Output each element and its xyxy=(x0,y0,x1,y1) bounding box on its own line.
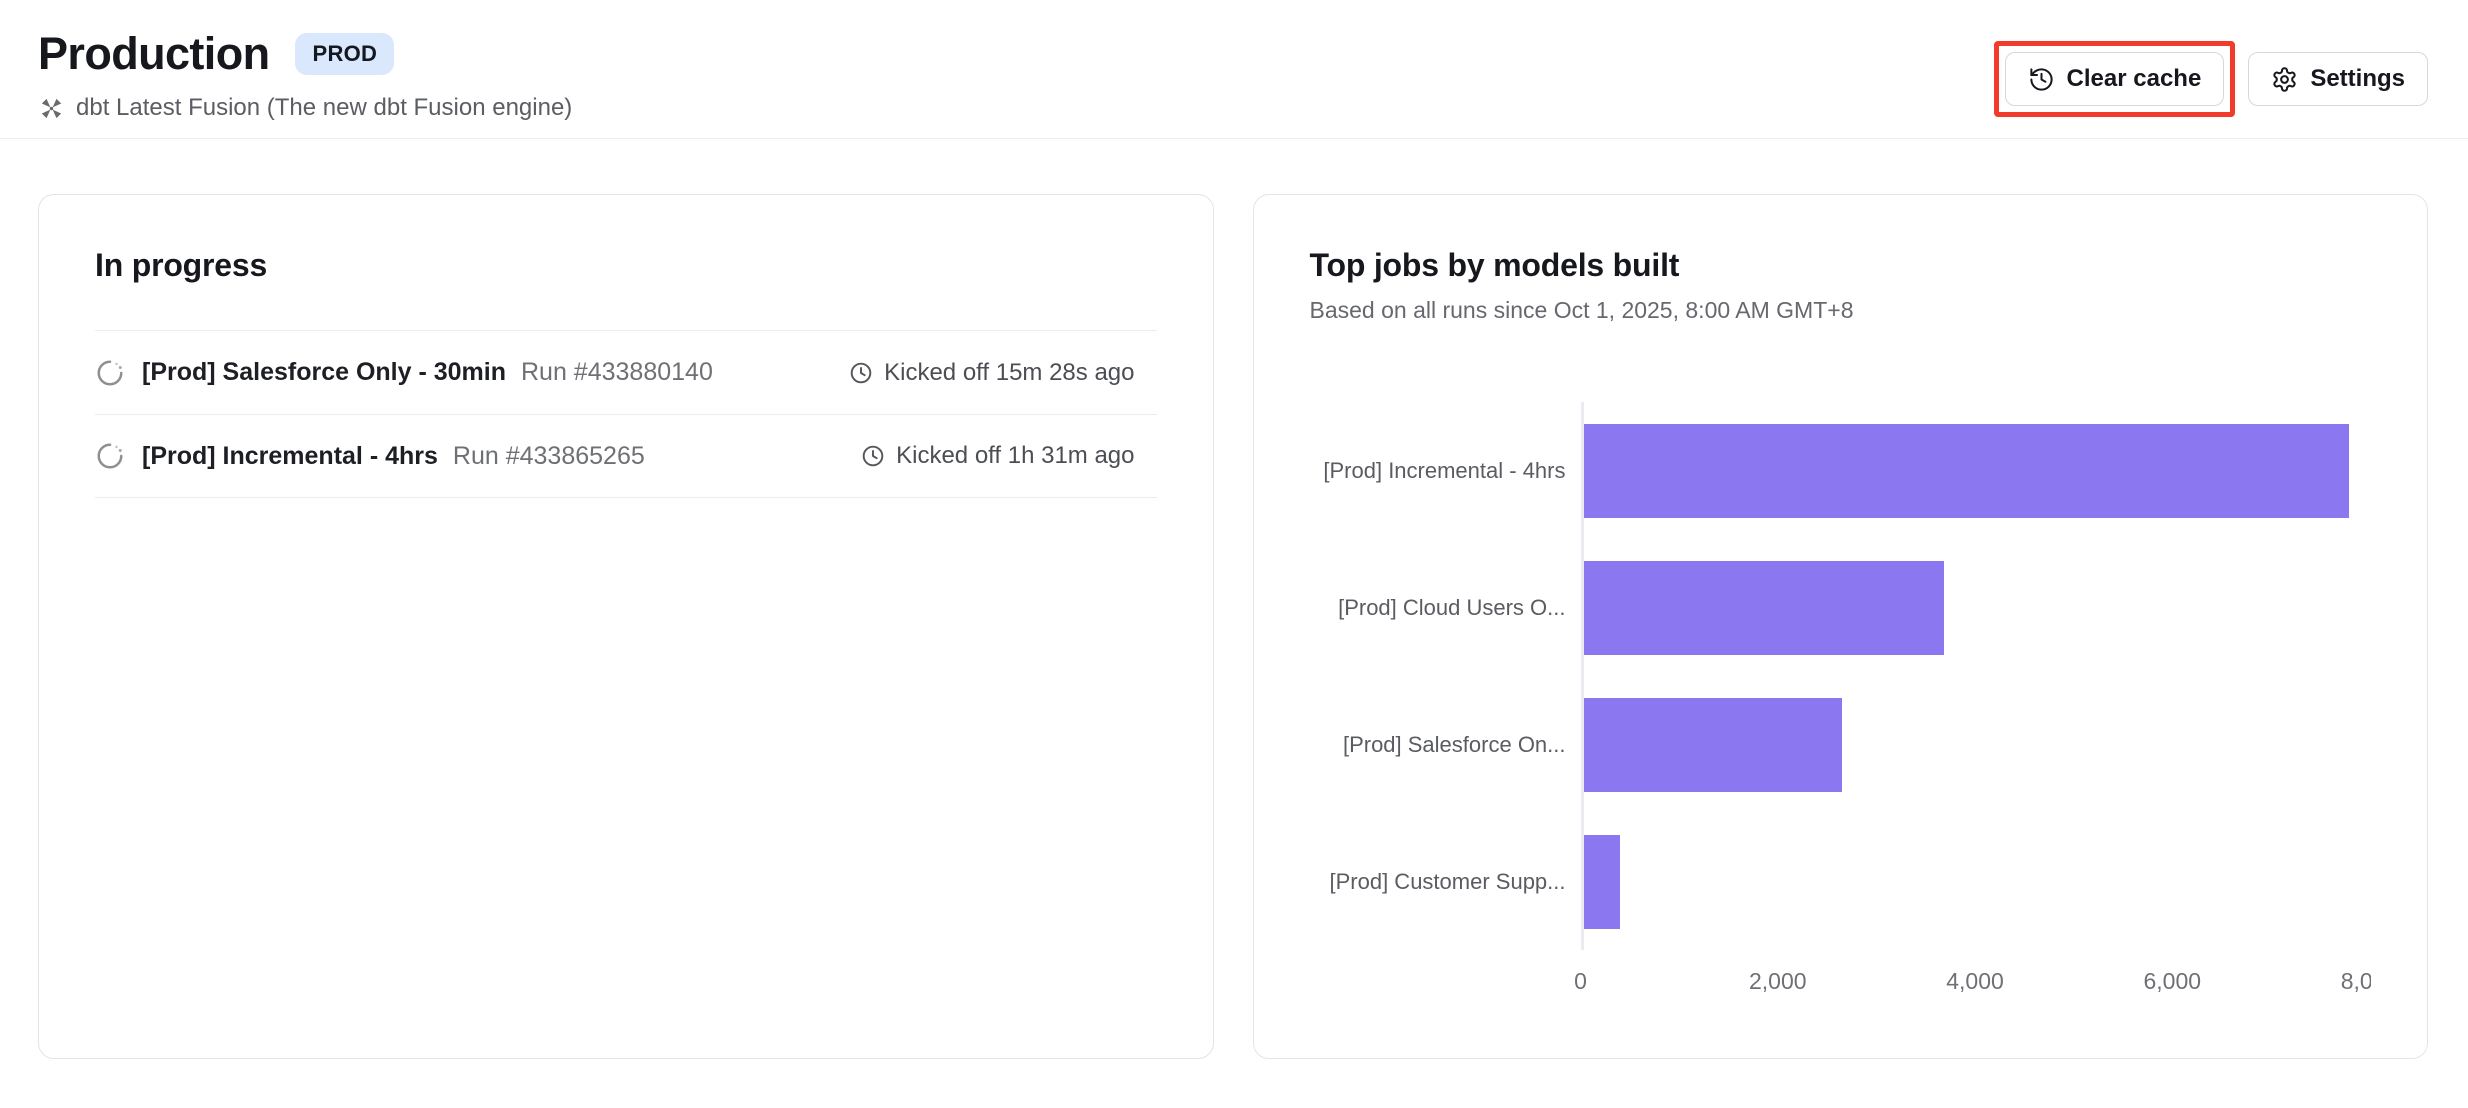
bar[interactable] xyxy=(1583,560,1945,655)
in-progress-card: In progress [Prod] Salesforce Only - 30m… xyxy=(38,194,1214,1059)
run-list: [Prod] Salesforce Only - 30min Run #4338… xyxy=(95,330,1157,498)
bar-track xyxy=(1580,676,2372,813)
x-tick-label: 8,000 xyxy=(2340,968,2371,994)
page-subtitle: dbt Latest Fusion (The new dbt Fusion en… xyxy=(76,94,573,121)
title-row: Production PROD xyxy=(38,28,2428,80)
bar[interactable] xyxy=(1583,697,1842,792)
page-subtitle-row: dbt Latest Fusion (The new dbt Fusion en… xyxy=(38,94,2428,122)
y-axis-label: [Prod] Incremental - 4hrs xyxy=(1323,457,1566,483)
run-name[interactable]: [Prod] Incremental - 4hrs xyxy=(142,441,438,470)
chart-row: [Prod] Salesforce On... xyxy=(1310,676,2372,813)
top-jobs-card: Top jobs by models built Based on all ru… xyxy=(1252,194,2428,1059)
x-tick-label: 2,000 xyxy=(1748,968,1807,994)
spinner-icon xyxy=(97,443,123,469)
history-icon xyxy=(2029,67,2053,91)
page-title: Production xyxy=(38,28,270,79)
x-axis-ticks: 0 2,000 4,000 6,000 8,000 xyxy=(1574,950,2371,1012)
dbt-fusion-icon xyxy=(41,98,62,118)
header-actions: Clear cache Settings xyxy=(1993,41,2428,117)
run-name[interactable]: [Prod] Salesforce Only - 30min xyxy=(142,358,506,386)
settings-button[interactable]: Settings xyxy=(2248,52,2428,106)
y-axis-label: [Prod] Customer Supp... xyxy=(1329,868,1566,894)
run-row[interactable]: [Prod] Salesforce Only - 30min Run #4338… xyxy=(95,330,1157,414)
in-progress-heading: In progress xyxy=(95,247,268,283)
run-number-link[interactable]: Run #433865265 xyxy=(452,441,645,470)
bar-track xyxy=(1580,402,2372,539)
annotation-highlight-box: Clear cache xyxy=(1993,41,2236,117)
clock-icon xyxy=(862,445,884,467)
kicked-off-time: Kicked off 1h 31m ago xyxy=(896,442,1135,469)
bar[interactable] xyxy=(1583,423,2349,518)
x-tick-label: 4,000 xyxy=(1946,968,2004,994)
settings-label: Settings xyxy=(2310,65,2405,92)
spinner-icon xyxy=(97,360,123,385)
run-number-link[interactable]: Run #433880140 xyxy=(521,358,713,386)
bar-chart: [Prod] Incremental - 4hrs [Prod] Cloud U… xyxy=(1310,402,2372,1012)
chart-row: [Prod] Incremental - 4hrs xyxy=(1310,402,2372,539)
bar-track xyxy=(1580,539,2372,676)
bar[interactable] xyxy=(1583,834,1620,929)
gear-icon xyxy=(2273,66,2296,92)
main-content: In progress [Prod] Salesforce Only - 30m… xyxy=(0,194,2468,1059)
clock-icon xyxy=(850,362,872,383)
top-jobs-subheading: Based on all runs since Oct 1, 2025, 8:0… xyxy=(1309,297,1854,323)
x-tick-label: 6,000 xyxy=(2143,968,2202,994)
chart-row: [Prod] Cloud Users O... xyxy=(1310,539,2372,676)
clear-cache-button[interactable]: Clear cache xyxy=(2004,52,2225,106)
x-tick-label: 0 xyxy=(1574,968,1587,994)
chart-row: [Prod] Customer Supp... xyxy=(1310,813,2372,950)
clear-cache-label: Clear cache xyxy=(2066,65,2202,92)
env-badge: PROD xyxy=(295,33,395,75)
bar-track xyxy=(1580,813,2372,950)
y-axis-label: [Prod] Salesforce On... xyxy=(1342,731,1566,757)
run-row[interactable]: [Prod] Incremental - 4hrs Run #433865265… xyxy=(95,414,1157,498)
kicked-off-time: Kicked off 15m 28s ago xyxy=(884,358,1135,386)
top-jobs-heading: Top jobs by models built xyxy=(1309,247,1680,283)
y-axis-label: [Prod] Cloud Users O... xyxy=(1338,594,1566,620)
page-header: Production PROD dbt Latest Fusion (The n… xyxy=(0,0,2468,139)
